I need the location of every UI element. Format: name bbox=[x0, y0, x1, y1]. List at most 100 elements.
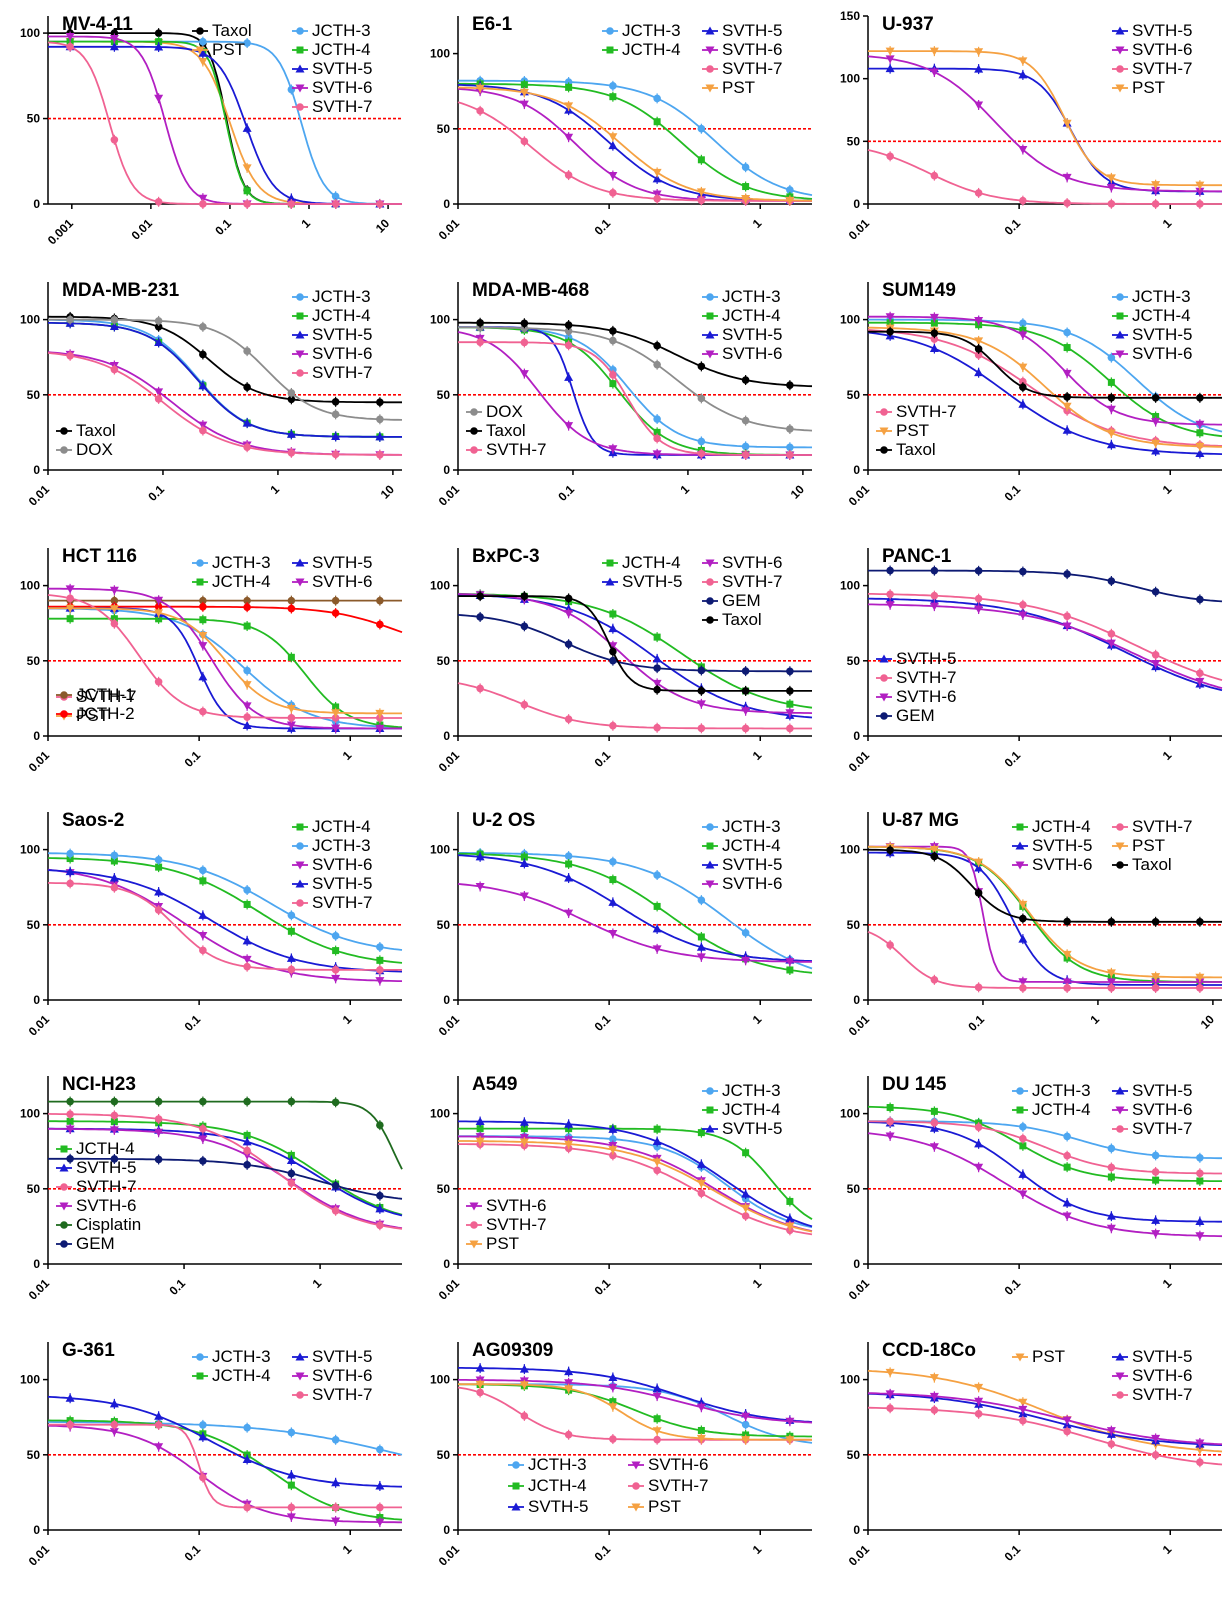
point-svth-6 bbox=[198, 642, 208, 651]
point-svth-7 bbox=[110, 1420, 119, 1429]
y-tick-label: 100 bbox=[840, 843, 860, 857]
curve-svth-7 bbox=[867, 329, 1223, 447]
point-jcth-4 bbox=[742, 1149, 750, 1157]
chart-panel-u-2-os: 0 50 100 0.01 0.1 1 U-2 OS JCTH-3 JCTH-4 SVTH-5 SV… bbox=[412, 800, 822, 1068]
curve-jcth-3 bbox=[48, 607, 403, 729]
point-svth-5 bbox=[564, 1119, 574, 1128]
y-tick-label: 100 bbox=[20, 1373, 40, 1387]
curve-jcth-3 bbox=[458, 1135, 813, 1229]
x-tick-label: 0.01 bbox=[846, 1276, 873, 1303]
point-gem bbox=[1107, 577, 1116, 585]
point-jcth-4 bbox=[786, 966, 794, 974]
x-tick-label: 0.1 bbox=[555, 482, 577, 504]
point-jcth-3 bbox=[376, 943, 384, 951]
legend-marker bbox=[1116, 1391, 1124, 1399]
y-tick-label: 100 bbox=[840, 72, 860, 86]
y-tick-label: 0 bbox=[853, 1257, 860, 1271]
point-pst bbox=[375, 709, 385, 718]
point-jcth-2 bbox=[287, 604, 296, 613]
curve-svth-7 bbox=[458, 341, 812, 456]
point-pst bbox=[974, 1383, 984, 1392]
point-svth-5 bbox=[375, 432, 385, 441]
point-jcth-3 bbox=[741, 1420, 750, 1429]
point-svth-7 bbox=[886, 152, 894, 161]
point-svth-6 bbox=[1018, 1190, 1028, 1199]
point-svth-5 bbox=[198, 381, 208, 390]
legend-marker bbox=[1016, 1087, 1024, 1095]
point-taxol bbox=[974, 345, 983, 353]
legend-label: SVTH-6 bbox=[1132, 344, 1192, 363]
x-tick-label: 0.01 bbox=[436, 482, 463, 509]
point-jcth-3 bbox=[786, 443, 794, 452]
point-pst bbox=[929, 1374, 939, 1383]
point-svth-7 bbox=[1151, 200, 1160, 208]
chart-title: DU 145 bbox=[882, 1074, 947, 1095]
point-svth-6 bbox=[652, 450, 662, 459]
point-svth-6 bbox=[608, 172, 618, 181]
x-tick-label: 1 bbox=[299, 216, 314, 231]
series-jcth-3 bbox=[458, 75, 813, 196]
series-taxol bbox=[868, 326, 1222, 403]
chart-svg: 0 50 100 0.001 0.01 0.1 1 10 MV-4-11 Taxol JCTH-3 P… bbox=[20, 14, 402, 247]
chart-title: Saos-2 bbox=[62, 810, 124, 831]
point-svth-6 bbox=[198, 931, 208, 940]
legend-marker bbox=[512, 1482, 520, 1490]
point-svth-6 bbox=[974, 101, 984, 110]
legend-label: SVTH-6 bbox=[1132, 1366, 1192, 1385]
point-dox bbox=[564, 327, 573, 335]
point-gem bbox=[786, 667, 794, 676]
point-svth-5 bbox=[242, 936, 252, 945]
point-pst bbox=[1018, 1398, 1028, 1407]
point-svth-5 bbox=[929, 344, 939, 353]
point-svth-7 bbox=[110, 883, 119, 892]
legend-label: Taxol bbox=[722, 610, 762, 629]
series-dox bbox=[48, 314, 403, 425]
point-jcth-4 bbox=[199, 616, 207, 624]
point-jcth-3 bbox=[243, 886, 251, 894]
point-svth-6 bbox=[974, 317, 984, 326]
point-jcth-4 bbox=[1196, 1177, 1204, 1185]
series-pst bbox=[457, 83, 813, 206]
y-tick-label: 100 bbox=[430, 579, 450, 593]
point-svth-5 bbox=[198, 48, 208, 57]
y-tick-label: 50 bbox=[437, 1182, 451, 1196]
y-tick-label: 50 bbox=[847, 388, 861, 402]
point-taxol bbox=[1196, 394, 1204, 402]
point-svth-5 bbox=[242, 123, 252, 132]
y-tick-label: 50 bbox=[27, 112, 41, 126]
x-tick-label: 0.1 bbox=[592, 216, 614, 238]
x-tick-label: 0.1 bbox=[592, 1012, 614, 1034]
legend-marker bbox=[706, 597, 714, 605]
legend-marker bbox=[296, 312, 304, 320]
x-tick-label: 1 bbox=[750, 1276, 765, 1291]
curve-svth-7 bbox=[47, 594, 402, 719]
point-jcth-4 bbox=[287, 1481, 295, 1489]
legend-label: JCTH-4 bbox=[312, 306, 371, 325]
point-svth-5 bbox=[885, 64, 895, 73]
chart-title: HCT 116 bbox=[62, 546, 137, 567]
point-svth-7 bbox=[110, 365, 119, 374]
legend-label: JCTH-4 bbox=[212, 1366, 271, 1385]
point-jcth-4 bbox=[1152, 412, 1160, 420]
point-svth-6 bbox=[785, 958, 795, 967]
point-svth-6 bbox=[154, 1443, 164, 1452]
legend-marker bbox=[1116, 312, 1124, 320]
point-taxol bbox=[930, 852, 939, 861]
point-jcth-4 bbox=[1063, 344, 1071, 352]
point-svth-7 bbox=[564, 171, 573, 179]
curve-svth-5 bbox=[47, 1395, 403, 1488]
point-jcth-4 bbox=[243, 900, 251, 908]
point-jcth-4 bbox=[332, 703, 340, 711]
legend-label: GEM bbox=[896, 706, 935, 725]
point-pst bbox=[741, 1204, 751, 1213]
chart-svg: 0 50 100 0.01 0.1 1 10 U-87 MG JCTH-4 SVTH-7 SVTH-… bbox=[840, 810, 1222, 1039]
legend-label: SVTH-7 bbox=[896, 402, 956, 421]
legend-marker bbox=[879, 654, 889, 663]
series-svth-6 bbox=[868, 311, 1222, 430]
chart-svg: 0 50 100 0.01 0.1 1 DU 145 JCTH-3 SVTH-5 JCTH-4 SV… bbox=[840, 1074, 1223, 1303]
legend-marker bbox=[1115, 84, 1125, 93]
point-svth-7 bbox=[1019, 600, 1027, 609]
point-jcth-4 bbox=[155, 38, 163, 46]
legend-label: SVTH-5 bbox=[1132, 1347, 1192, 1366]
legend-label: SVTH-7 bbox=[648, 1476, 708, 1495]
